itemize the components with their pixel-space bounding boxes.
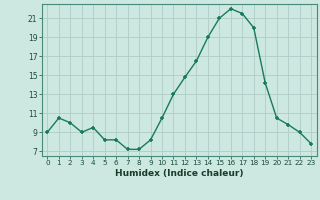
X-axis label: Humidex (Indice chaleur): Humidex (Indice chaleur) — [115, 169, 244, 178]
